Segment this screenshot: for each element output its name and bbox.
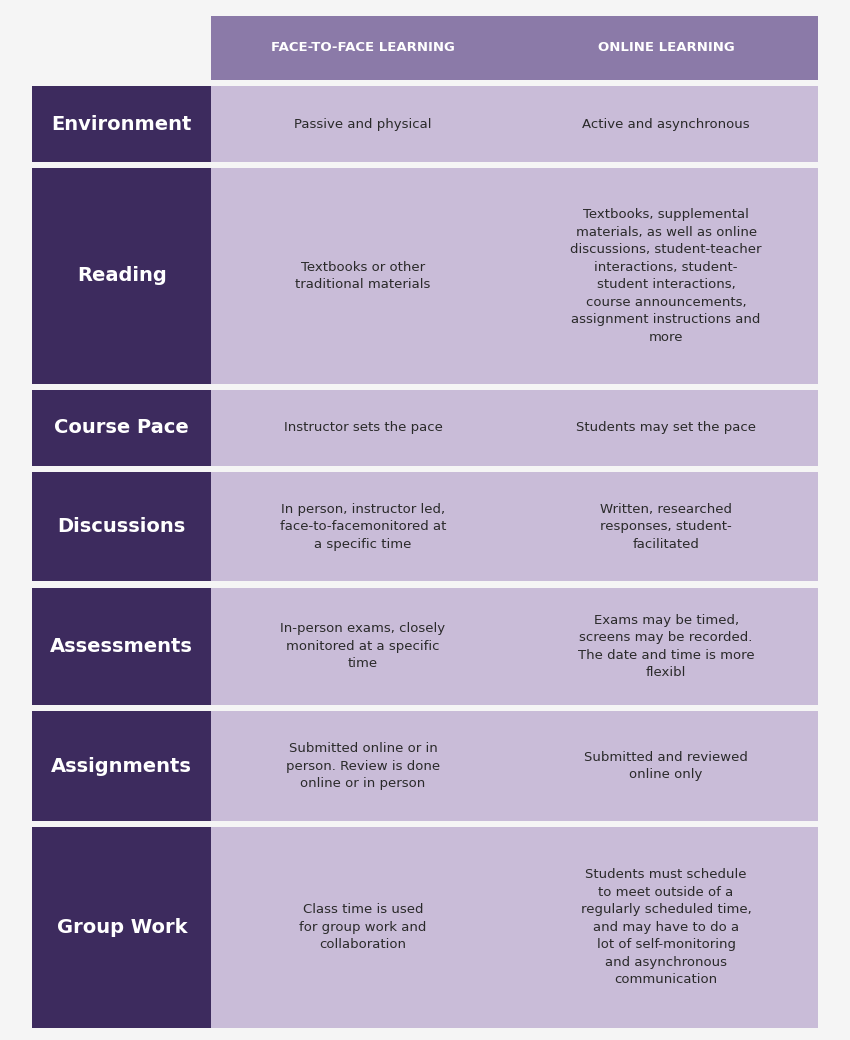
- Text: Students may set the pace: Students may set the pace: [576, 421, 756, 435]
- Bar: [32, 390, 212, 466]
- Bar: [514, 168, 818, 384]
- Bar: [32, 711, 212, 821]
- Text: Discussions: Discussions: [58, 517, 186, 537]
- Bar: [32, 827, 212, 1028]
- Text: Passive and physical: Passive and physical: [294, 118, 432, 131]
- Bar: [212, 827, 514, 1028]
- Text: Textbooks or other
traditional materials: Textbooks or other traditional materials: [295, 261, 431, 291]
- Text: FACE-TO-FACE LEARNING: FACE-TO-FACE LEARNING: [271, 42, 455, 54]
- Bar: [514, 711, 818, 821]
- Bar: [212, 16, 818, 80]
- Text: Students must schedule
to meet outside of a
regularly scheduled time,
and may ha: Students must schedule to meet outside o…: [581, 868, 751, 986]
- Text: Textbooks, supplemental
materials, as well as online
discussions, student-teache: Textbooks, supplemental materials, as we…: [570, 208, 762, 343]
- Text: In person, instructor led,
face-to-facemonitored at
a specific time: In person, instructor led, face-to-facem…: [280, 502, 446, 550]
- Bar: [32, 86, 212, 162]
- Bar: [32, 588, 212, 705]
- Text: Instructor sets the pace: Instructor sets the pace: [284, 421, 442, 435]
- Text: In-person exams, closely
monitored at a specific
time: In-person exams, closely monitored at a …: [280, 622, 445, 671]
- Bar: [212, 168, 514, 384]
- Bar: [212, 472, 514, 581]
- Text: Exams may be timed,
screens may be recorded.
The date and time is more
flexibl: Exams may be timed, screens may be recor…: [578, 614, 755, 679]
- Bar: [212, 390, 514, 466]
- Text: Assessments: Assessments: [50, 636, 193, 656]
- Text: Written, researched
responses, student-
facilitated: Written, researched responses, student- …: [600, 502, 732, 550]
- Text: Assignments: Assignments: [51, 756, 192, 776]
- Bar: [32, 472, 212, 581]
- Text: Course Pace: Course Pace: [54, 418, 190, 437]
- Text: Submitted and reviewed
online only: Submitted and reviewed online only: [584, 751, 748, 781]
- Bar: [32, 16, 212, 80]
- Bar: [212, 588, 514, 705]
- Bar: [514, 86, 818, 162]
- Bar: [212, 711, 514, 821]
- Bar: [514, 588, 818, 705]
- Bar: [32, 168, 212, 384]
- Text: Active and asynchronous: Active and asynchronous: [582, 118, 750, 131]
- Bar: [212, 86, 514, 162]
- Bar: [514, 390, 818, 466]
- Text: ONLINE LEARNING: ONLINE LEARNING: [598, 42, 734, 54]
- Text: Reading: Reading: [77, 266, 167, 285]
- Text: Environment: Environment: [52, 114, 192, 133]
- Bar: [514, 472, 818, 581]
- Text: Class time is used
for group work and
collaboration: Class time is used for group work and co…: [299, 904, 427, 952]
- Text: Submitted online or in
person. Review is done
online or in person: Submitted online or in person. Review is…: [286, 742, 440, 790]
- Text: Group Work: Group Work: [57, 918, 187, 937]
- Bar: [514, 827, 818, 1028]
